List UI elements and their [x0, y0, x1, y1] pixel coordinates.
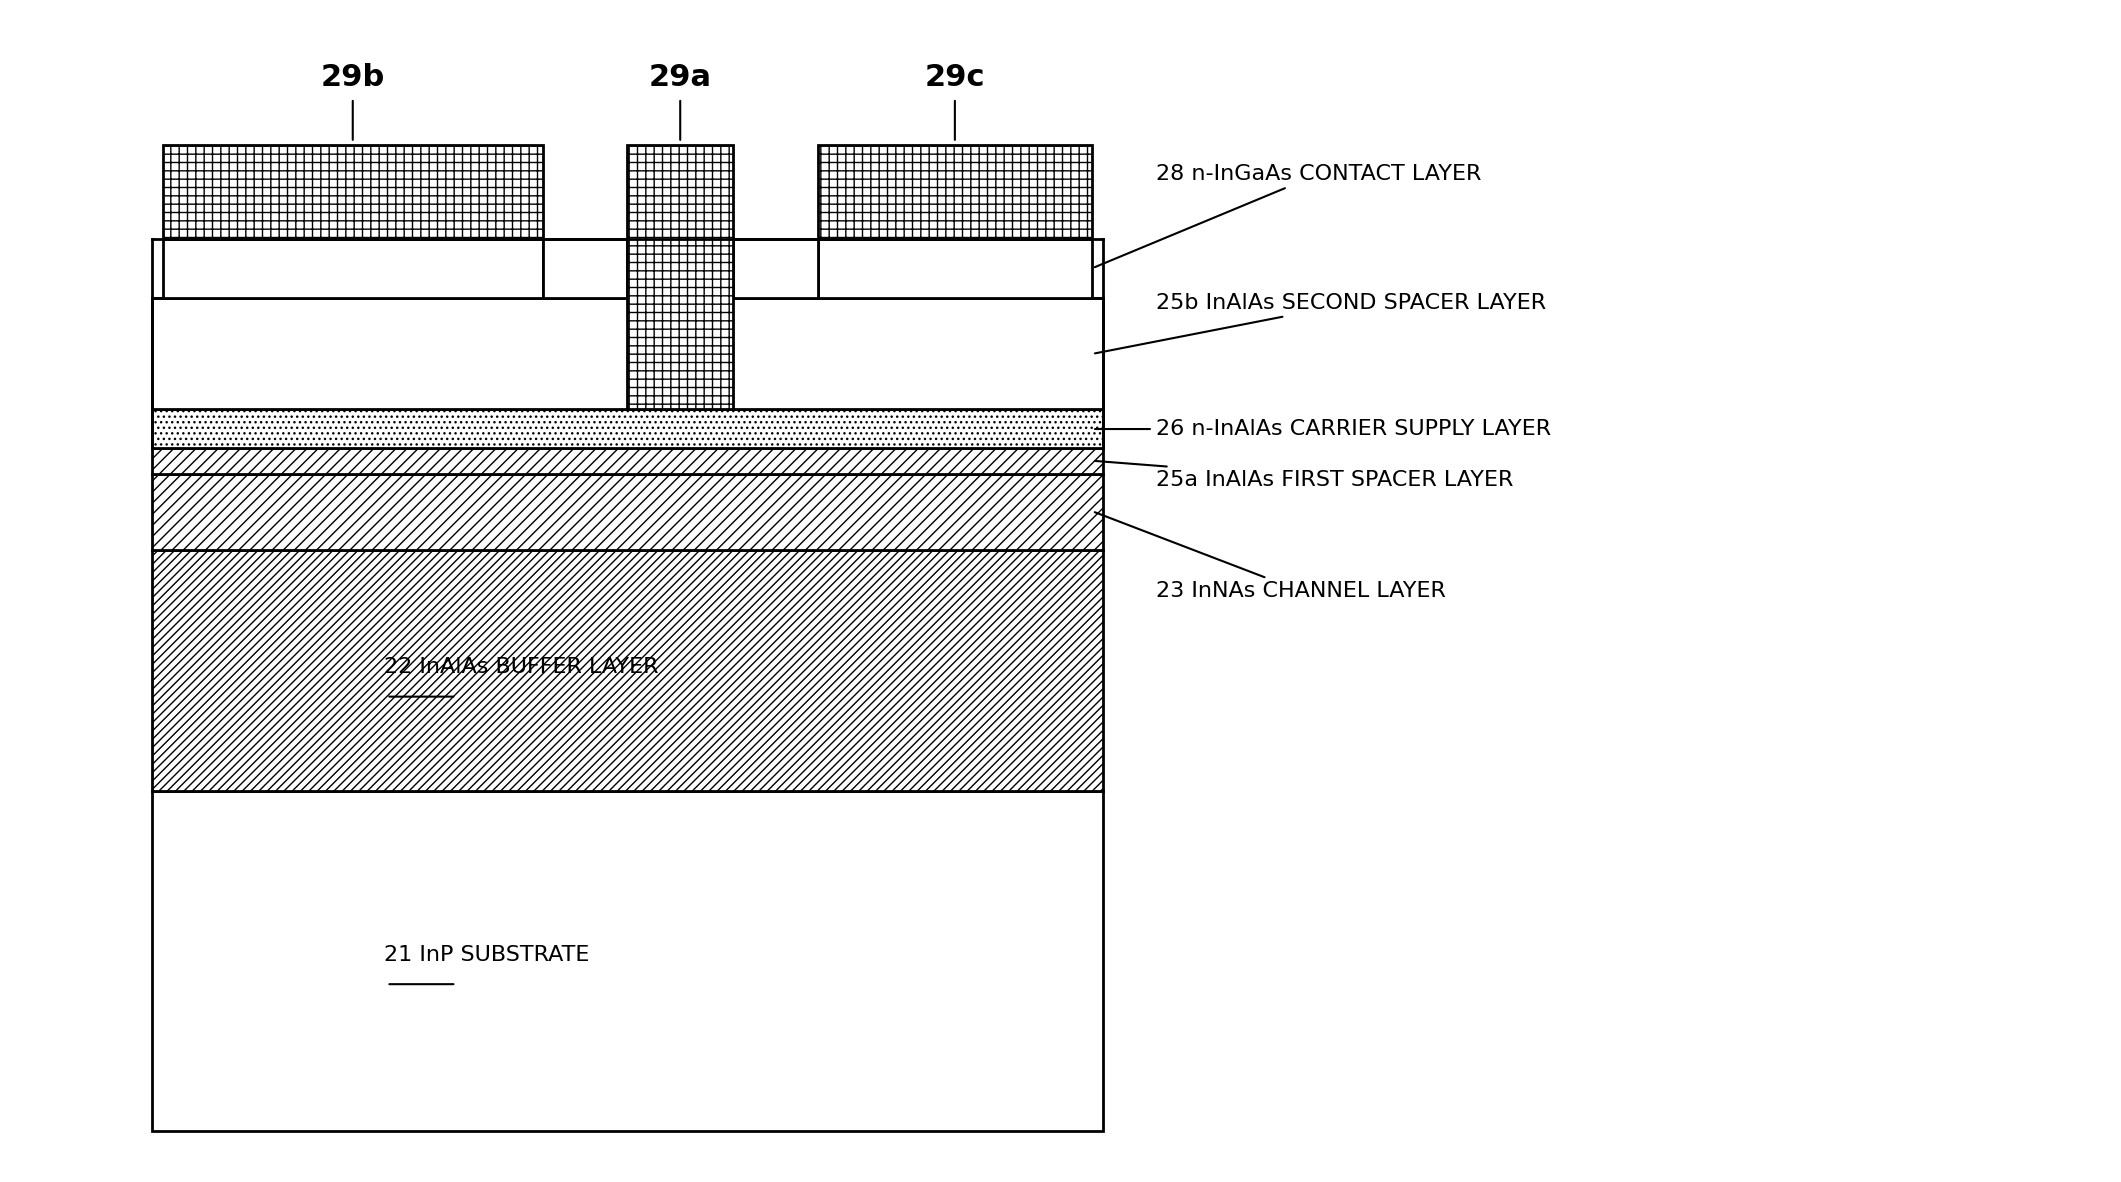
Text: 29c: 29c	[925, 63, 984, 92]
Text: 25a InAlAs FIRST SPACER LAYER: 25a InAlAs FIRST SPACER LAYER	[1094, 461, 1512, 489]
Bar	[734, 239, 817, 298]
Text: 29a: 29a	[649, 63, 713, 92]
Text: 22 InAlAs BUFFER LAYER: 22 InAlAs BUFFER LAYER	[384, 657, 660, 677]
Text: 28 n-InGaAs CONTACT LAYER: 28 n-InGaAs CONTACT LAYER	[1094, 164, 1480, 267]
Bar	[163, 239, 543, 298]
Text: 25b InAlAs SECOND SPACER LAYER: 25b InAlAs SECOND SPACER LAYER	[1094, 293, 1546, 353]
Text: 21 InP SUBSTRATE: 21 InP SUBSTRATE	[384, 944, 590, 965]
Bar	[817, 145, 1092, 239]
Text: 23 InNAs CHANNEL LAYER: 23 InNAs CHANNEL LAYER	[1094, 512, 1444, 600]
Text: 26 n-InAlAs CARRIER SUPPLY LAYER: 26 n-InAlAs CARRIER SUPPLY LAYER	[1094, 420, 1550, 439]
Bar	[817, 239, 1092, 298]
Bar	[163, 145, 543, 239]
Text: 29b: 29b	[320, 63, 384, 92]
Bar	[153, 298, 1103, 409]
Bar	[628, 145, 734, 409]
Bar	[153, 791, 1103, 1131]
Bar	[153, 550, 1103, 791]
Bar	[153, 409, 1103, 448]
Bar	[153, 448, 1103, 474]
Bar	[543, 239, 628, 298]
Bar	[153, 474, 1103, 550]
